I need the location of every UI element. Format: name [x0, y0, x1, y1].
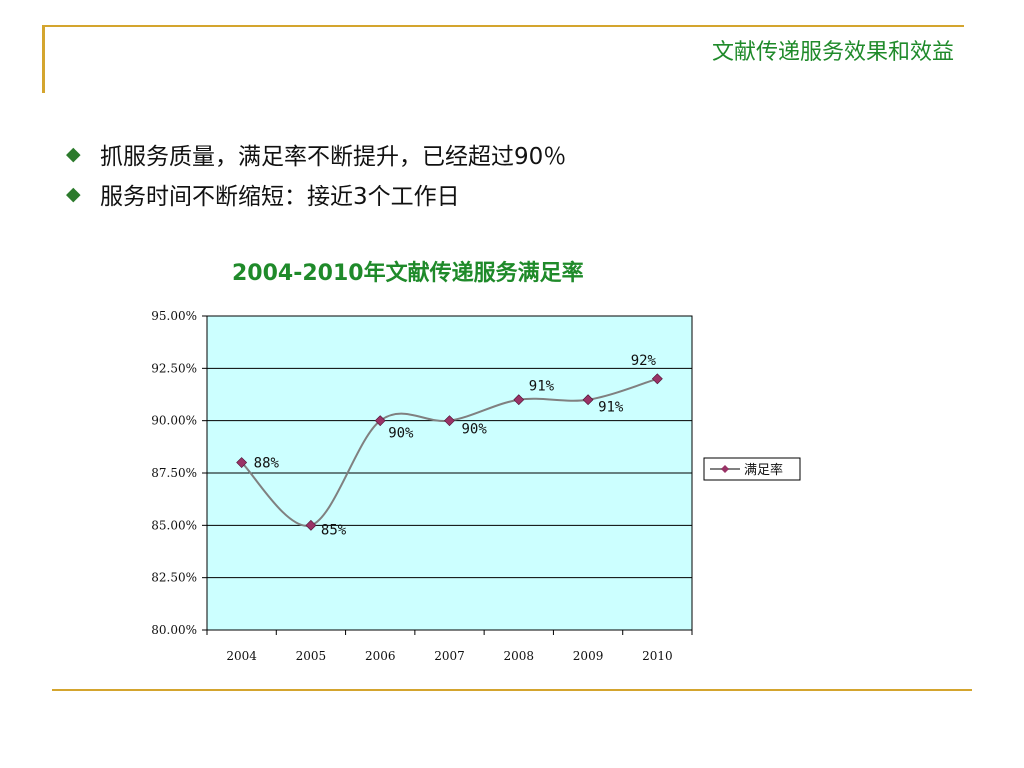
- x-tick-label: 2009: [573, 649, 604, 663]
- bullet-item: ◆ 抓服务质量，满足率不断提升，已经超过90％: [66, 134, 566, 174]
- legend-box: [703, 457, 801, 481]
- bottom-accent-line: [52, 689, 972, 691]
- data-point-marker: [305, 519, 317, 531]
- bullet-text: 服务时间不断缩短：接近3个工作日: [100, 184, 460, 210]
- x-tick-label: 2008: [504, 649, 535, 663]
- data-label: 91%: [598, 400, 624, 416]
- x-tick-label: 2007: [434, 649, 465, 663]
- data-point-marker: [582, 394, 594, 406]
- data-label: 88%: [254, 456, 280, 472]
- legend-marker: [721, 465, 729, 473]
- data-point-marker: [236, 457, 248, 468]
- bullet-item: ◆ 服务时间不断缩短：接近3个工作日: [66, 174, 566, 214]
- top-accent-vertical-line: [42, 25, 45, 93]
- data-label: 92%: [631, 353, 657, 369]
- slide-title: 文献传递服务效果和效益: [711, 40, 954, 65]
- x-tick-label: 2005: [296, 649, 327, 663]
- data-point-marker: [444, 415, 455, 427]
- data-label: 90%: [388, 426, 414, 442]
- data-label: 85%: [321, 522, 347, 538]
- y-tick-label: 85.00%: [151, 518, 197, 532]
- y-tick-label: 80.00%: [151, 623, 197, 637]
- y-tick-label: 90.00%: [151, 414, 197, 428]
- x-tick-label: 2006: [365, 649, 396, 663]
- bullet-list: ◆ 抓服务质量，满足率不断提升，已经超过90％ ◆ 服务时间不断缩短：接近3个工…: [66, 134, 566, 214]
- x-tick-label: 2004: [226, 649, 257, 663]
- top-accent-horizontal-line: [42, 25, 964, 27]
- diamond-icon: ◆: [66, 183, 81, 205]
- y-tick-label: 92.50%: [151, 361, 197, 375]
- diamond-icon: ◆: [66, 143, 81, 165]
- y-tick-label: 82.50%: [151, 571, 197, 585]
- data-point-marker: [651, 373, 663, 385]
- x-tick-label: 2010: [642, 649, 673, 663]
- legend-label: 满足率: [744, 462, 783, 478]
- data-point-marker: [513, 394, 525, 406]
- bullet-text: 抓服务质量，满足率不断提升，已经超过90％: [100, 144, 567, 170]
- y-tick-label: 87.50%: [151, 466, 197, 480]
- data-label: 91%: [529, 379, 555, 395]
- data-label: 90%: [462, 422, 488, 438]
- y-tick-label: 95.00%: [151, 309, 197, 323]
- data-point-marker: [374, 415, 386, 427]
- chart-title: 2004-2010年文献传递服务满足率: [232, 261, 584, 286]
